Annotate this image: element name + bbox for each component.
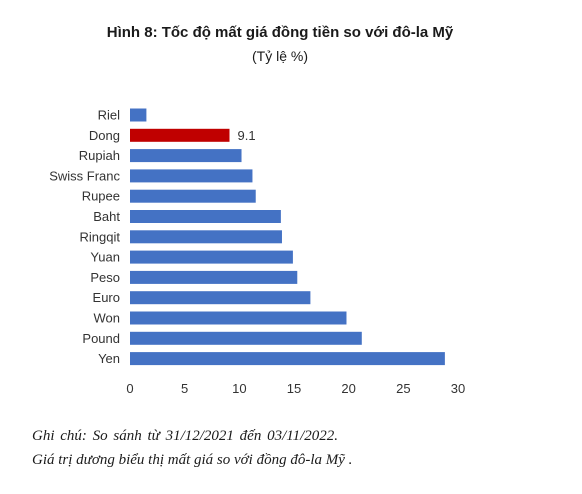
bar-yuan xyxy=(130,250,293,264)
category-label-yen: Yen xyxy=(98,351,120,366)
bar-pound xyxy=(130,331,362,345)
bar-ringqit xyxy=(130,230,282,244)
bar-rupiah xyxy=(130,149,242,163)
data-label-dong: 9.1 xyxy=(237,128,255,143)
bar-swiss-franc xyxy=(130,169,253,183)
category-label-peso: Peso xyxy=(90,270,120,285)
category-label-ringqit: Ringqit xyxy=(80,229,121,244)
category-label-baht: Baht xyxy=(93,209,120,224)
bar-won xyxy=(130,311,347,325)
category-label-riel: Riel xyxy=(98,108,121,123)
x-tick-label-20: 20 xyxy=(341,381,355,396)
category-label-swiss-franc: Swiss Franc xyxy=(49,168,120,183)
category-label-pound: Pound xyxy=(82,331,120,346)
x-tick-label-15: 15 xyxy=(287,381,301,396)
note-line-2: Giá trị dương biểu thị mất giá so với đồ… xyxy=(32,452,353,468)
note-line-1: Ghi chú: So sánh từ 31/12/2021 đến 03/11… xyxy=(32,428,339,444)
bar-baht xyxy=(130,210,281,223)
bar-yen xyxy=(130,352,445,366)
category-label-euro: Euro xyxy=(93,290,120,305)
category-label-rupee: Rupee xyxy=(82,189,120,204)
bar-dong xyxy=(130,128,230,142)
bar-riel xyxy=(130,108,147,122)
bar-rupee xyxy=(130,189,256,203)
category-label-rupiah: Rupiah xyxy=(79,148,120,163)
x-tick-label-5: 5 xyxy=(181,381,188,396)
bar-peso xyxy=(130,270,298,284)
x-tick-label-0: 0 xyxy=(126,381,133,396)
category-label-yuan: Yuan xyxy=(90,250,120,265)
category-label-dong: Dong xyxy=(89,128,120,143)
bar-euro xyxy=(130,291,311,305)
category-label-won: Won xyxy=(94,311,121,326)
chart-subtitle: (Tỷ lệ %) xyxy=(252,48,308,64)
x-tick-label-30: 30 xyxy=(451,381,465,396)
chart-title: Hình 8: Tốc độ mất giá đồng tiền so với … xyxy=(106,24,454,41)
x-tick-label-25: 25 xyxy=(396,381,410,396)
x-tick-label-10: 10 xyxy=(232,381,246,396)
